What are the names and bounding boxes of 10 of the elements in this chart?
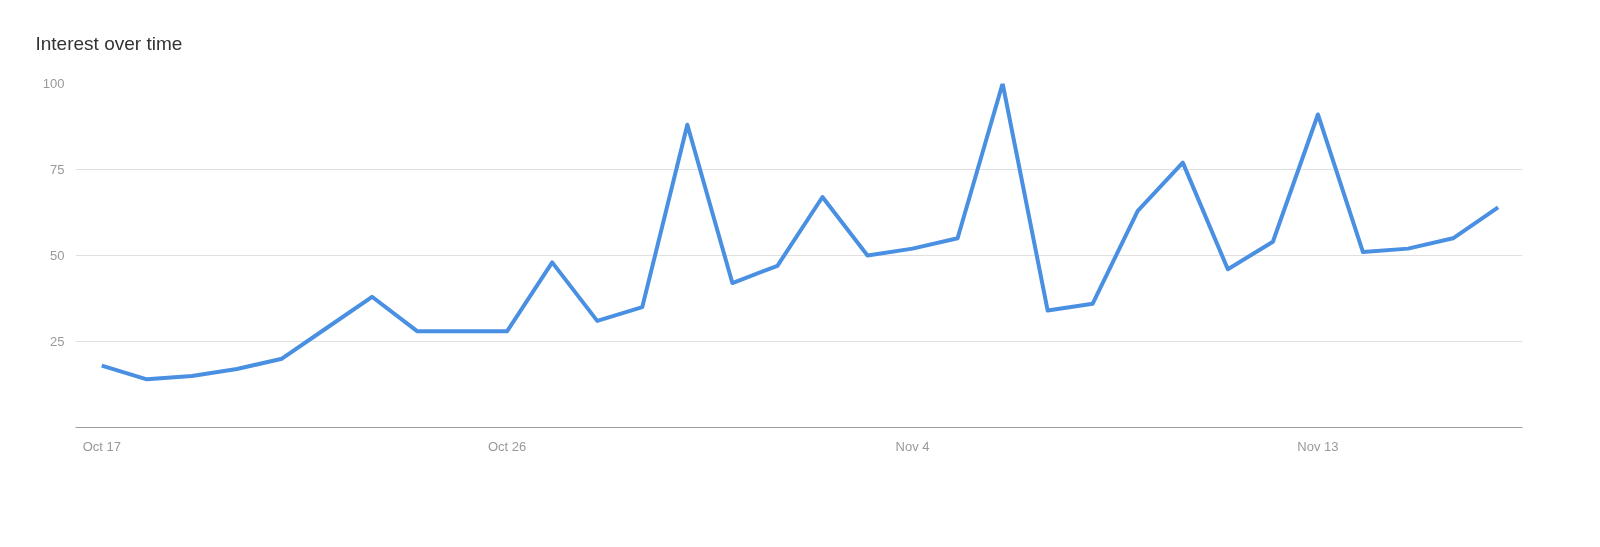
x-tick-label: Oct 26 [488, 438, 527, 454]
y-tick-label: 75 [50, 162, 65, 177]
chart-title: Interest over time [35, 32, 183, 54]
line-series [99, 83, 1501, 382]
y-tick-label: 25 [50, 334, 65, 349]
x-tick-label: Nov 13 [1297, 438, 1339, 454]
x-tick-label: Oct 17 [82, 438, 121, 454]
y-tick-label: 50 [50, 248, 65, 263]
y-tick-label: 100 [42, 76, 65, 91]
x-tick-label: Nov 4 [895, 438, 930, 454]
